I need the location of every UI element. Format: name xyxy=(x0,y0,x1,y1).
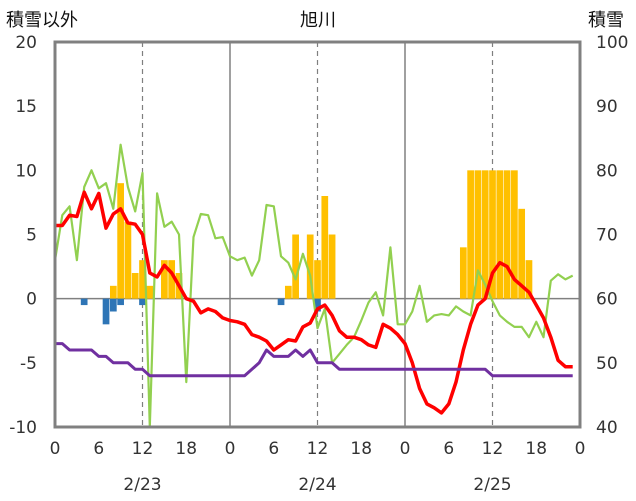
snow-change-bar xyxy=(102,298,110,325)
x-tick-label: 6 xyxy=(443,439,454,459)
snowfall-bar xyxy=(146,285,154,299)
right-y-tick-label: 50 xyxy=(596,354,618,374)
chart-title: 旭川 xyxy=(300,10,336,31)
x-tick-label: 6 xyxy=(93,439,104,459)
snow-change-bar xyxy=(139,298,146,306)
x-tick-label: 12 xyxy=(482,439,504,459)
right-axis-title: 積雪 xyxy=(588,10,624,31)
snowfall-bars xyxy=(109,170,533,299)
snowfall-bar xyxy=(306,234,314,299)
left-axis-title: 積雪以外 xyxy=(6,10,78,31)
snowfall-bar xyxy=(511,170,518,299)
left-y-tick-label: 5 xyxy=(26,226,37,246)
x-axis: 0 6 12 18 0 6 12 18 0 6 12 18 0 xyxy=(50,439,586,459)
snowfall-bar xyxy=(467,170,474,299)
x-tick-label: 0 xyxy=(575,439,586,459)
x-tick-label: 12 xyxy=(132,439,154,459)
left-y-tick-label: -10 xyxy=(9,418,37,438)
snow-change-bar xyxy=(80,298,88,306)
snowfall-bar xyxy=(292,234,299,299)
temperature-line xyxy=(55,190,573,415)
right-y-tick-label: 80 xyxy=(596,161,618,181)
x-tick-label: 6 xyxy=(268,439,279,459)
x-tick-label: 18 xyxy=(525,439,547,459)
snowfall-bar xyxy=(284,285,292,299)
left-y-tick-label: 20 xyxy=(15,33,37,53)
right-y-tick-label: 40 xyxy=(596,418,618,438)
snowfall-bar xyxy=(124,221,132,299)
left-y-tick-label: 10 xyxy=(15,161,37,181)
snowfall-bar xyxy=(109,285,117,299)
snowfall-bar xyxy=(459,247,467,299)
snowfall-bar xyxy=(503,170,511,299)
series-lines xyxy=(53,143,574,429)
x-tick-label: 18 xyxy=(350,439,372,459)
snow-change-bar xyxy=(314,298,321,312)
date-label: 2/24 xyxy=(298,475,336,495)
wind-line xyxy=(53,143,574,429)
x-tick-label: 18 xyxy=(175,439,197,459)
x-tick-label: 0 xyxy=(225,439,236,459)
snowfall-bar xyxy=(328,234,336,299)
date-label: 2/25 xyxy=(473,475,511,495)
snowfall-bar xyxy=(168,260,176,299)
snow-change-bars xyxy=(80,298,321,325)
snowfall-bar xyxy=(481,170,489,299)
right-y-axis: 40 50 60 70 80 90 100 xyxy=(596,33,628,438)
snowfall-bar xyxy=(117,183,124,299)
left-y-tick-label: 0 xyxy=(26,290,37,310)
x-tick-label: 0 xyxy=(50,439,61,459)
date-label: 2/23 xyxy=(123,475,161,495)
snow-change-bar xyxy=(117,298,124,306)
right-y-tick-label: 70 xyxy=(596,226,618,246)
snowfall-bar xyxy=(518,208,526,299)
right-y-tick-label: 100 xyxy=(596,33,628,53)
snow-change-bar xyxy=(277,298,285,306)
plot-area-frame xyxy=(53,40,582,429)
right-y-tick-label: 90 xyxy=(596,97,618,117)
snowfall-bar xyxy=(139,260,146,299)
snowfall-bar xyxy=(496,170,504,299)
x-tick-label: 0 xyxy=(400,439,411,459)
snowfall-bar xyxy=(489,170,496,299)
right-y-tick-label: 60 xyxy=(596,290,618,310)
snowfall-bar xyxy=(474,170,482,299)
left-y-tick-label: 15 xyxy=(15,97,37,117)
x-tick-label: 12 xyxy=(307,439,329,459)
snowfall-bar xyxy=(525,260,533,299)
snowfall-bar xyxy=(321,196,329,299)
snow-change-bar xyxy=(109,298,117,312)
snowfall-bar xyxy=(131,273,139,299)
left-y-axis: -10 -5 0 5 10 15 20 xyxy=(9,33,37,438)
date-labels: 2/23 2/24 2/25 xyxy=(123,475,511,495)
left-y-tick-label: -5 xyxy=(20,354,37,374)
snowfall-bar xyxy=(314,260,321,299)
snow-depth-line xyxy=(55,342,573,378)
snowfall-bar xyxy=(161,260,168,299)
